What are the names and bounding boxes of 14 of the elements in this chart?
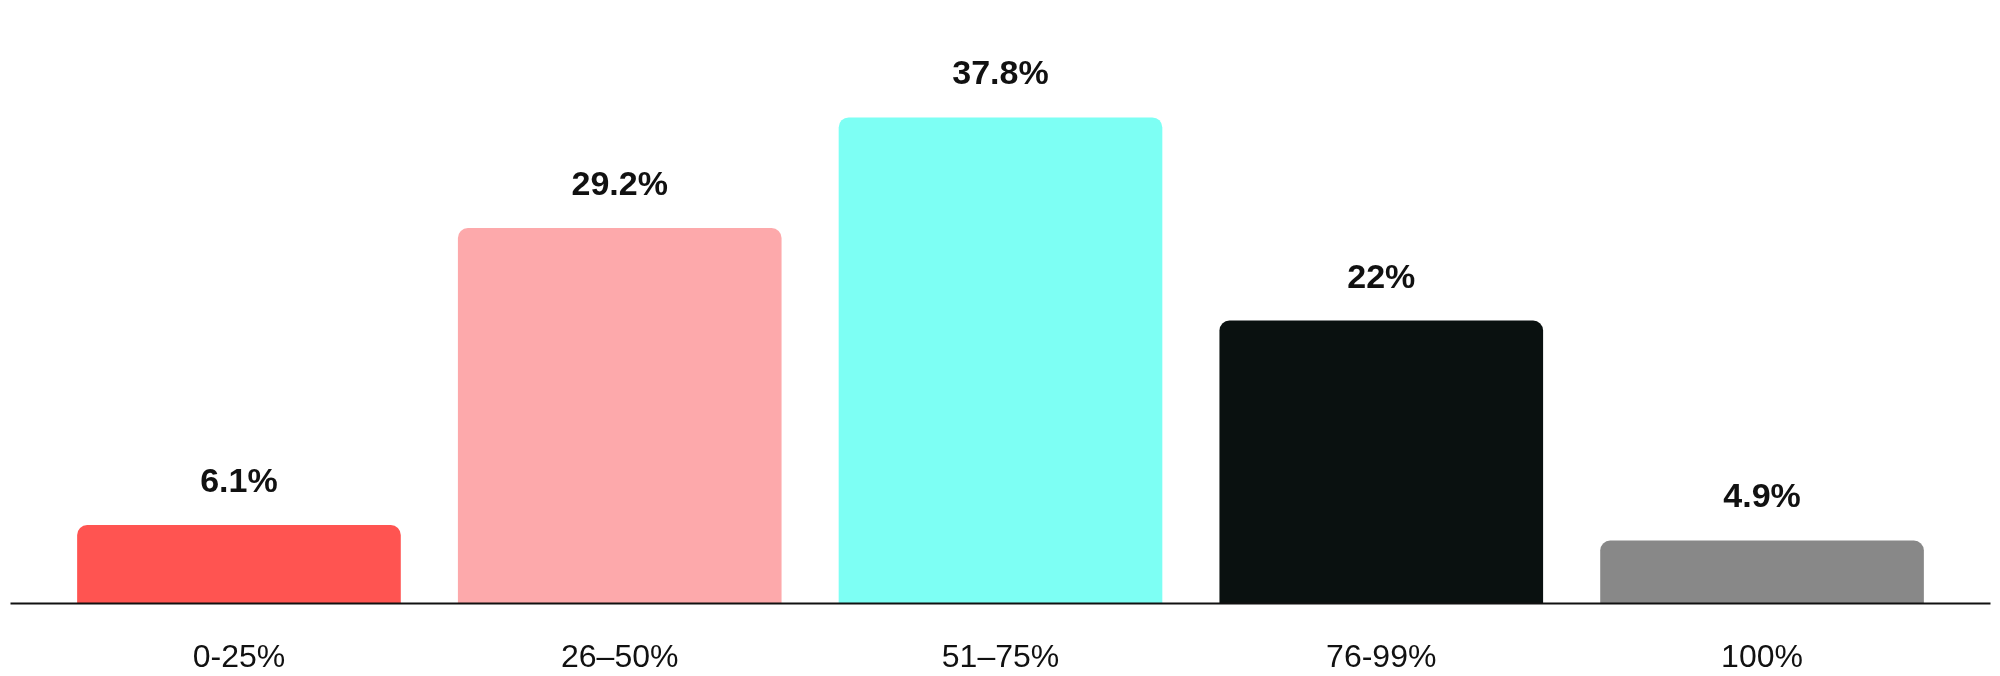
- bar: [457, 228, 782, 604]
- data-label: 4.9%: [1723, 476, 1801, 515]
- x-tick-label: 26–50%: [561, 637, 679, 674]
- data-label: 6.1%: [200, 461, 278, 500]
- x-tick-label: 76-99%: [1326, 637, 1437, 674]
- x-tick-label: 100%: [1721, 637, 1803, 674]
- bar: [838, 117, 1163, 604]
- data-label: 22%: [1347, 256, 1416, 295]
- x-tick-label: 51–75%: [941, 637, 1060, 674]
- bar: [1600, 540, 1924, 604]
- bar: [77, 525, 401, 604]
- x-tick-label: 0-25%: [192, 637, 286, 674]
- data-label: 37.8%: [952, 53, 1049, 92]
- data-label: 29.2%: [571, 164, 668, 203]
